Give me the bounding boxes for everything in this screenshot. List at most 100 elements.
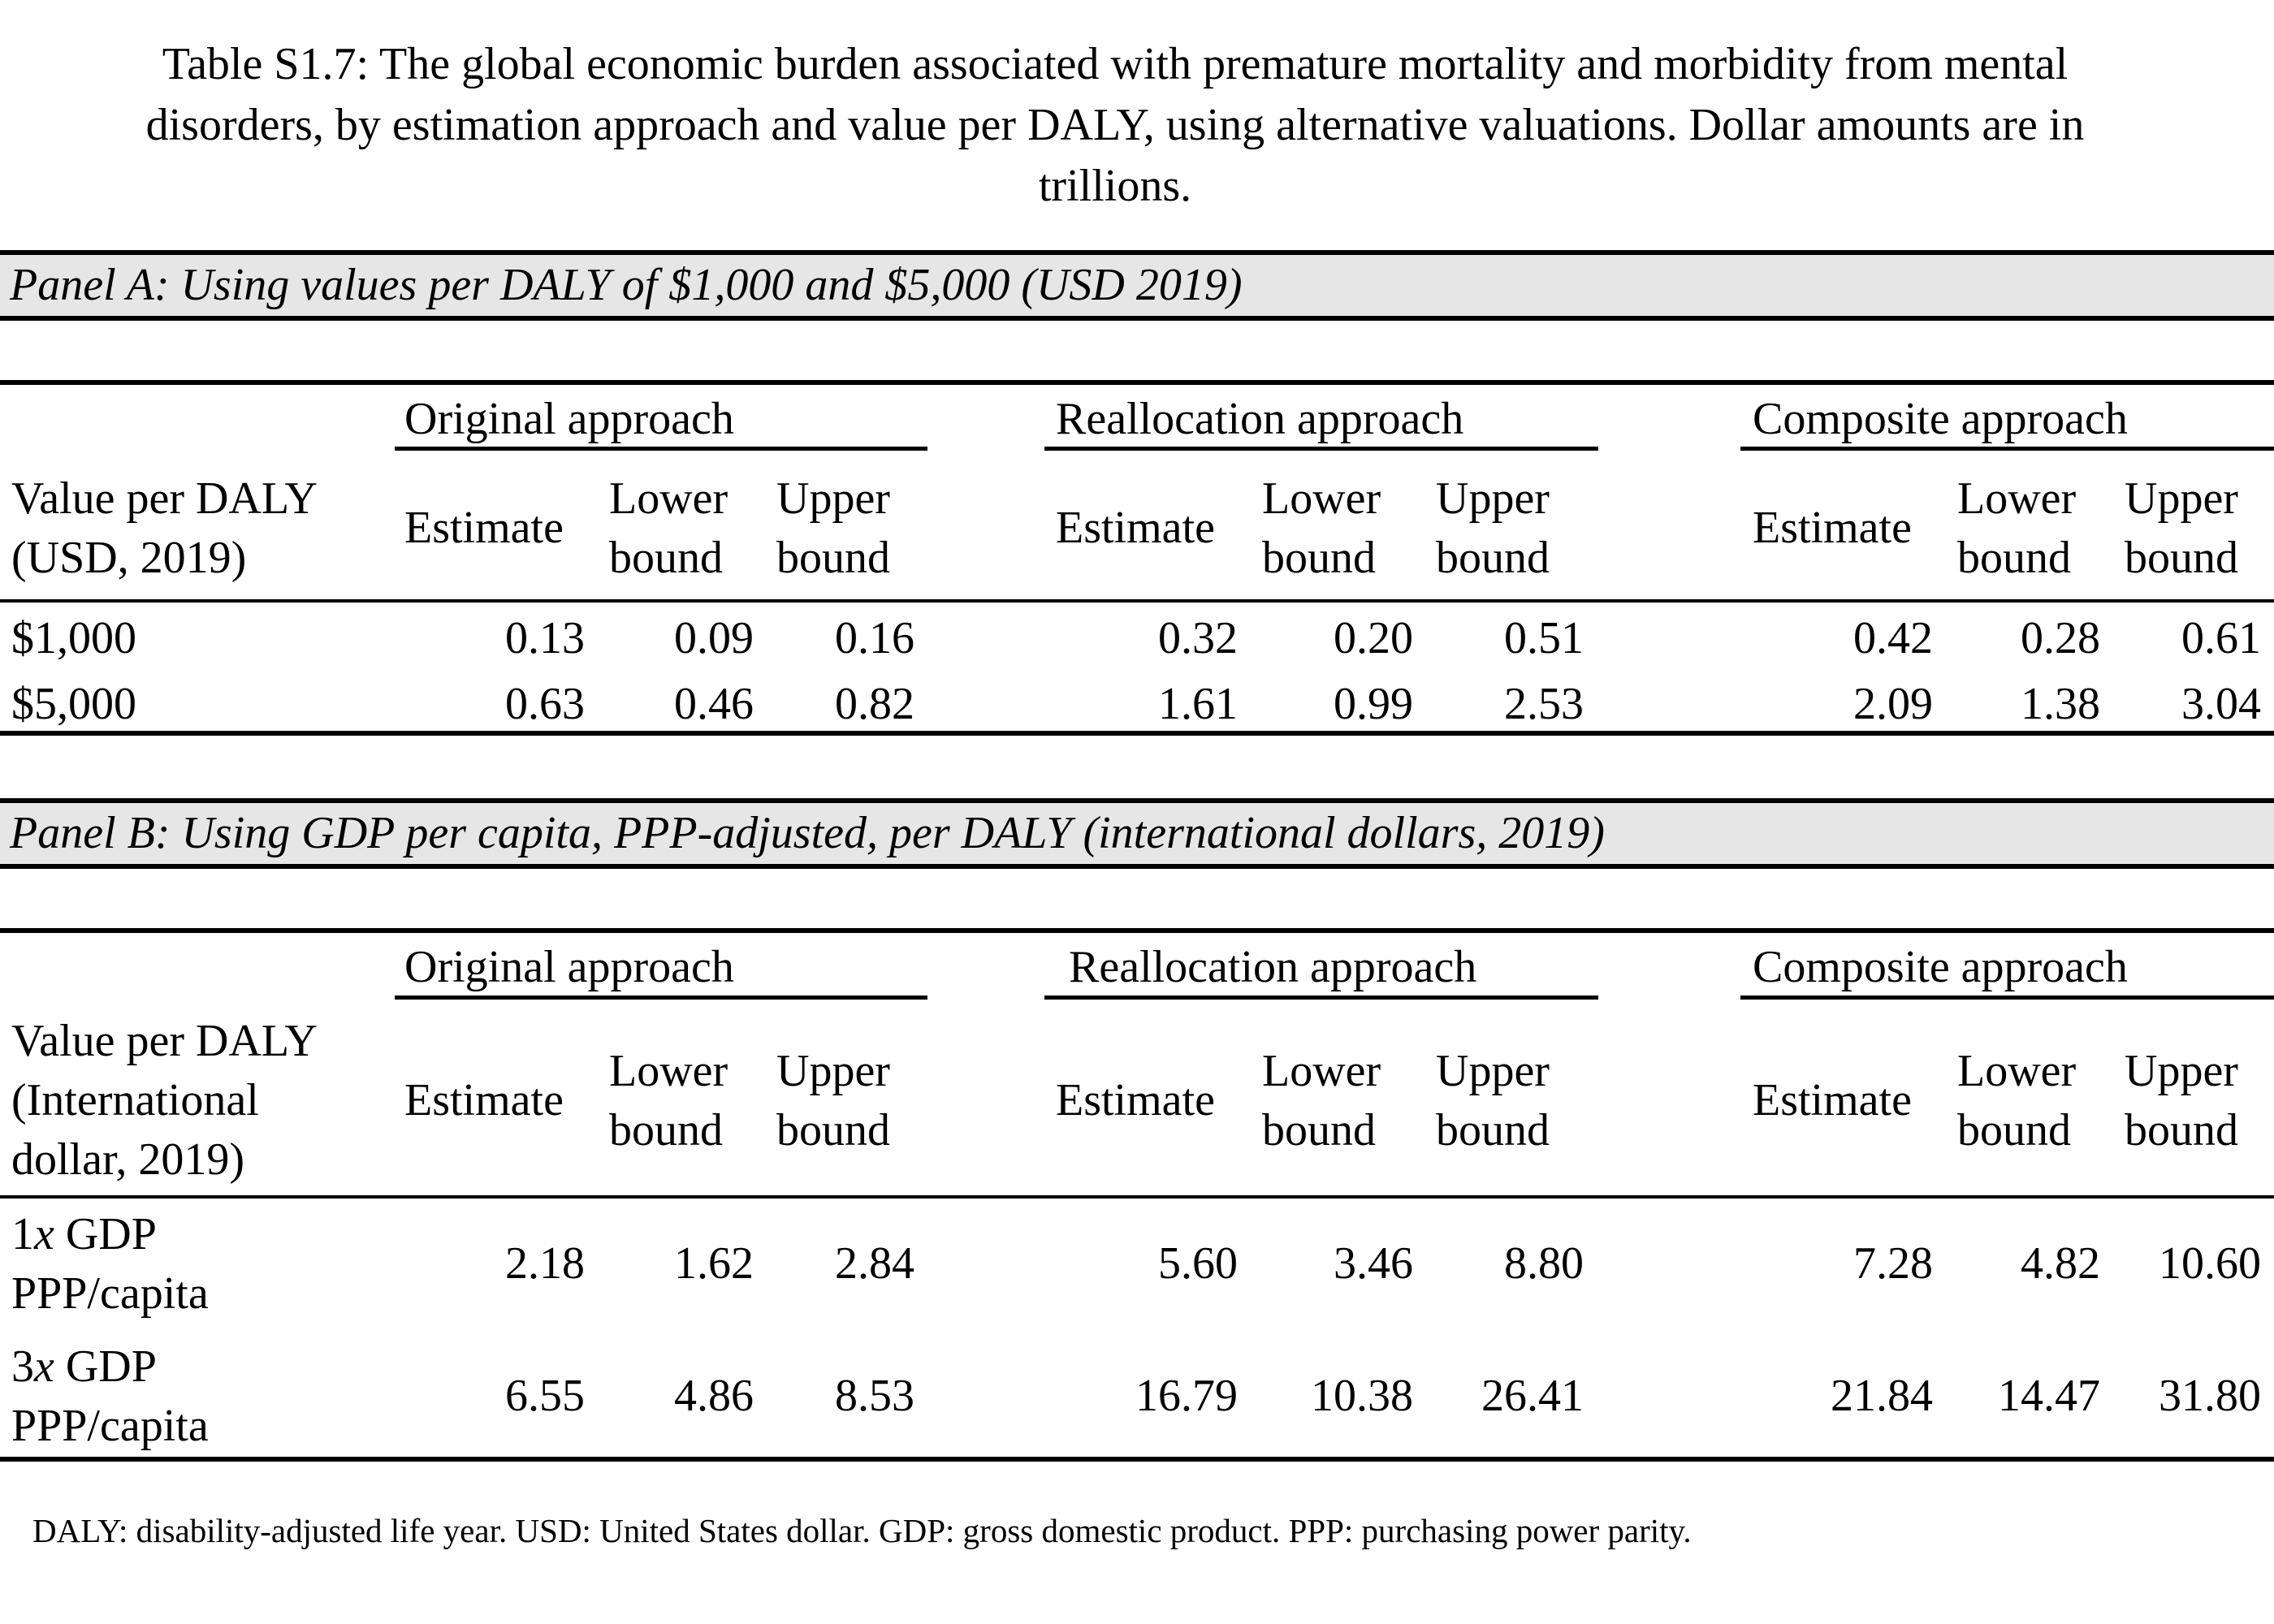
cell-original-estimate: 0.13 (505, 613, 585, 663)
cell-composite-estimate: 7.28 (1853, 1238, 1933, 1289)
col-header-lower: bound (1957, 1105, 2071, 1155)
col-header-lower: Lower (1957, 1046, 2077, 1096)
col-header-estimate: Estimate (1753, 1075, 1912, 1125)
cell-composite-lower: 14.47 (1998, 1371, 2100, 1421)
col-header-lower: Lower (609, 473, 728, 524)
row-label: $5,000 (11, 679, 136, 729)
row-label: $1,000 (11, 613, 136, 663)
cell-reallocation-lower: 10.38 (1311, 1371, 1413, 1421)
cell-reallocation-upper: 0.51 (1504, 613, 1584, 663)
cell-composite-lower: 4.82 (2021, 1238, 2100, 1289)
cell-reallocation-estimate: 16.79 (1135, 1371, 1238, 1421)
col-header-upper: bound (1436, 1105, 1550, 1155)
col-header-lower: Lower (1262, 1046, 1381, 1096)
table-caption: Table S1.7: The global economic burden a… (0, 34, 2230, 217)
cell-reallocation-lower: 3.46 (1334, 1238, 1413, 1289)
row-header-label: (International (11, 1075, 259, 1125)
cell-original-lower: 0.09 (674, 613, 754, 663)
panel-a-header-rule (0, 599, 2274, 603)
group-header-reallocation: Reallocation approach (1069, 942, 1477, 992)
caption-line: disorders, by estimation approach and va… (145, 100, 2085, 150)
row-label-rest: GDP (54, 1209, 157, 1259)
col-header-upper: bound (1436, 533, 1550, 583)
panel-a-bar: Panel A: Using values per DALY of $1,000… (0, 250, 2274, 321)
cell-reallocation-estimate: 0.32 (1158, 613, 1238, 663)
col-header-lower: bound (609, 533, 723, 583)
col-header-estimate: Estimate (1056, 503, 1215, 553)
row-label-x: x (34, 1341, 54, 1392)
cell-reallocation-upper: 8.80 (1504, 1238, 1584, 1289)
cell-original-lower: 4.86 (674, 1371, 754, 1421)
col-header-estimate: Estimate (404, 503, 564, 553)
cell-composite-estimate: 0.42 (1853, 613, 1933, 663)
cell-original-upper: 8.53 (835, 1371, 914, 1421)
col-header-lower: Lower (609, 1046, 728, 1096)
row-header-label: (USD, 2019) (11, 533, 247, 583)
row-header-label: Value per DALY (11, 1016, 318, 1066)
panel-a-top-rule (0, 380, 2274, 385)
cell-original-estimate: 2.18 (505, 1238, 585, 1289)
panel-b-top-rule (0, 928, 2274, 933)
row-label-rest: GDP (54, 1341, 157, 1392)
col-header-upper: bound (2125, 1105, 2238, 1155)
cell-reallocation-upper: 26.41 (1481, 1371, 1584, 1421)
col-header-upper: Upper (2125, 473, 2238, 524)
cell-composite-estimate: 2.09 (1853, 679, 1933, 729)
row-label-line2: PPP/capita (11, 1401, 209, 1451)
group-rule-reallocation (1044, 447, 1598, 451)
col-header-lower: bound (1262, 1105, 1376, 1155)
row-label-multiplier: 3 (11, 1341, 34, 1392)
cell-composite-upper: 31.80 (2159, 1371, 2261, 1421)
col-header-estimate: Estimate (404, 1075, 564, 1125)
row-header-label: Value per DALY (11, 473, 318, 524)
cell-original-upper: 2.84 (835, 1238, 914, 1289)
caption-line: Table S1.7: The global economic burden a… (162, 39, 2069, 89)
cell-composite-estimate: 21.84 (1831, 1371, 1933, 1421)
group-rule-original (395, 996, 927, 1000)
cell-composite-upper: 3.04 (2181, 679, 2261, 729)
cell-composite-lower: 1.38 (2021, 679, 2100, 729)
cell-original-lower: 1.62 (674, 1238, 754, 1289)
panel-a-title: Panel A: Using values per DALY of $1,000… (10, 260, 1243, 310)
cell-original-upper: 0.82 (835, 679, 914, 729)
col-header-lower: bound (1957, 533, 2071, 583)
row-label-line2: PPP/capita (11, 1268, 209, 1319)
col-header-upper: bound (776, 1105, 890, 1155)
col-header-upper: bound (776, 533, 890, 583)
row-label: 1x GDP (11, 1205, 157, 1264)
cell-reallocation-lower: 0.20 (1334, 613, 1413, 663)
col-header-upper: Upper (2125, 1046, 2238, 1096)
panel-a-bottom-rule (0, 731, 2274, 736)
group-header-composite: Composite approach (1753, 942, 2128, 992)
col-header-lower: bound (1262, 533, 1376, 583)
col-header-lower: Lower (1262, 473, 1381, 524)
col-header-upper: bound (2125, 533, 2238, 583)
group-rule-composite (1740, 447, 2274, 451)
group-rule-composite (1740, 996, 2274, 1000)
group-header-original: Original approach (404, 394, 734, 444)
panel-b-title: Panel B: Using GDP per capita, PPP-adjus… (10, 808, 1605, 858)
group-header-composite: Composite approach (1753, 394, 2128, 444)
cell-original-upper: 0.16 (835, 613, 914, 663)
cell-composite-upper: 10.60 (2159, 1238, 2261, 1289)
cell-reallocation-estimate: 1.61 (1158, 679, 1238, 729)
group-rule-original (395, 447, 927, 451)
cell-original-lower: 0.46 (674, 679, 754, 729)
row-label: 3x GDP (11, 1337, 157, 1397)
row-label-x: x (34, 1209, 54, 1259)
col-header-upper: Upper (1436, 473, 1550, 524)
caption-line: trillions. (1038, 161, 1192, 211)
group-header-original: Original approach (404, 942, 734, 992)
cell-composite-lower: 0.28 (2021, 613, 2100, 663)
panel-b-bar: Panel B: Using GDP per capita, PPP-adjus… (0, 798, 2274, 869)
col-header-upper: Upper (776, 473, 890, 524)
cell-reallocation-lower: 0.99 (1334, 679, 1413, 729)
col-header-estimate: Estimate (1056, 1075, 1215, 1125)
row-label-multiplier: 1 (11, 1209, 34, 1259)
col-header-lower: bound (609, 1105, 723, 1155)
row-header-label: dollar, 2019) (11, 1134, 245, 1185)
cell-original-estimate: 6.55 (505, 1371, 585, 1421)
col-header-upper: Upper (1436, 1046, 1550, 1096)
cell-reallocation-estimate: 5.60 (1158, 1238, 1238, 1289)
table-footnote: DALY: disability-adjusted life year. USD… (32, 1512, 1692, 1549)
